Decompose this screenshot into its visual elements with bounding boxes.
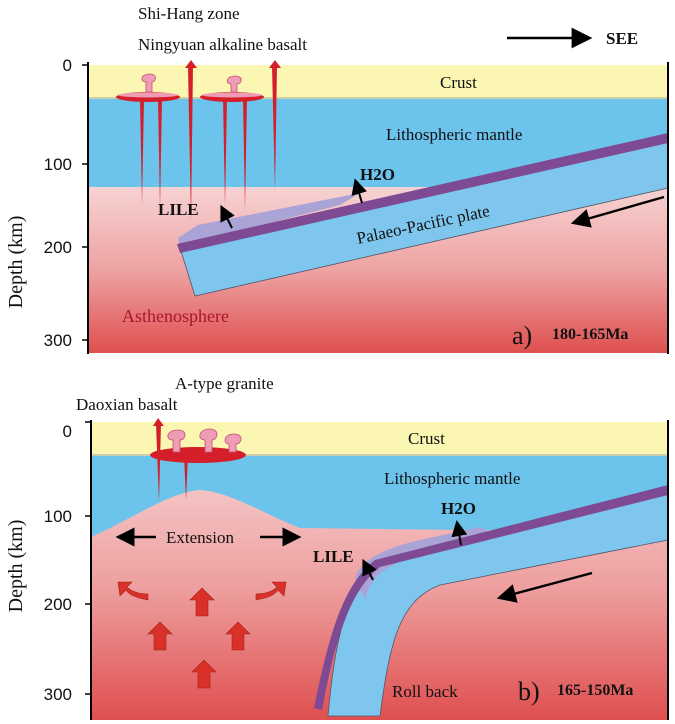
panel-a-plutons — [141, 73, 242, 93]
panel-b-extension-label: Extension — [166, 528, 234, 547]
panel-b-crust-label: Crust — [408, 429, 445, 448]
panel-b-letter: b) — [518, 677, 540, 706]
panel-a: 0 100 200 300 Shi-Hang zone Ningyuan alk… — [44, 4, 669, 354]
panel-a-metasomatic-zone — [178, 193, 360, 246]
panel-b-basalt-label: Daoxian basalt — [76, 395, 178, 414]
panel-b-lile-label: LILE — [313, 547, 354, 566]
panel-b-lithospheric-mantle-label: Lithospheric mantle — [384, 469, 520, 488]
panel-a-tick-200: 200 — [44, 238, 72, 257]
panel-b-granite-label: A-type granite — [175, 374, 274, 393]
panel-b-tick-0: 0 — [63, 422, 72, 441]
panel-b-tick-200: 200 — [44, 595, 72, 614]
panel-a-tick-0: 0 — [63, 56, 72, 75]
direction-label: SEE — [606, 29, 638, 48]
panel-a-crust-label: Crust — [440, 73, 477, 92]
panel-a-h2o-label: H2O — [360, 165, 395, 184]
panel-a-tick-100: 100 — [44, 155, 72, 174]
panel-b-plutons — [167, 428, 242, 453]
panel-a-lithospheric-mantle-label: Lithospheric mantle — [386, 125, 522, 144]
panel-a-crust — [88, 65, 668, 99]
panel-b-tick-300: 300 — [44, 685, 72, 704]
panel-a-slab-top — [177, 133, 668, 253]
panel-b-tick-100: 100 — [44, 507, 72, 526]
axis-title-a: Depth (km) — [5, 216, 27, 309]
panel-b-rollback-label: Roll back — [392, 682, 458, 701]
panel-b-h2o-label: H2O — [441, 499, 476, 518]
panel-a-zone-label: Shi-Hang zone — [138, 4, 240, 23]
panel-a-asthenosphere-label: Asthenosphere — [122, 306, 229, 326]
panel-b-age: 165-150Ma — [557, 682, 633, 699]
panel-a-tick-300: 300 — [44, 331, 72, 350]
panel-a-magma-dikes — [140, 66, 277, 220]
panel-a-lile-label: LILE — [158, 200, 199, 219]
panel-b: 0 100 200 300 A-type granite Daoxian bas… — [44, 374, 669, 720]
panel-a-basalt-label: Ningyuan alkaline basalt — [138, 35, 307, 54]
panel-b-magma-dikes — [156, 424, 188, 502]
panel-b-upwelling-arrows — [117, 581, 287, 689]
panel-a-letter: a) — [512, 321, 532, 350]
panel-b-lithospheric-mantle — [91, 455, 668, 537]
axis-title-b: Depth (km) — [5, 520, 27, 613]
panel-a-age: 180-165Ma — [552, 326, 628, 343]
